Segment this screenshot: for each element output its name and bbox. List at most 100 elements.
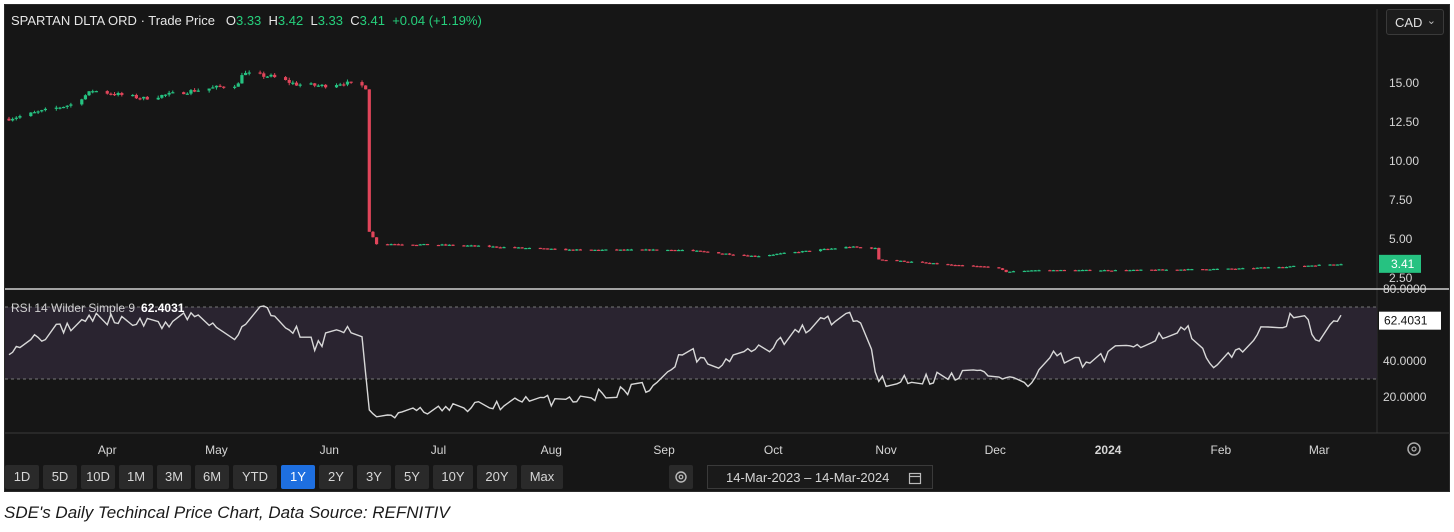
price-candle (1175, 269, 1179, 271)
price-tick-label: 7.50 (1389, 193, 1413, 207)
price-candle (371, 231, 375, 238)
price-candle (1128, 269, 1132, 272)
price-candle (1110, 270, 1114, 272)
price-candle (1106, 269, 1110, 272)
price-candle (924, 261, 928, 264)
price-candle (243, 70, 248, 76)
price-candle (600, 249, 604, 251)
price-candle (1303, 265, 1307, 268)
range-button-20y[interactable]: 20Y (477, 465, 517, 489)
price-candle (749, 255, 754, 257)
price-candle (1262, 266, 1267, 269)
price-candle (58, 106, 62, 110)
legend-change: +0.04 (+1.19%) (392, 13, 482, 28)
price-candle (189, 88, 193, 96)
range-button-max[interactable]: Max (521, 465, 563, 489)
price-candle (1241, 267, 1245, 270)
price-candle (935, 262, 939, 265)
price-candle (61, 106, 66, 109)
price-candle (1153, 269, 1157, 271)
range-button-1m[interactable]: 1M (119, 465, 153, 489)
price-candle (393, 243, 397, 246)
price-tick-label: 5.00 (1389, 232, 1413, 246)
settings-gear-icon[interactable] (1407, 442, 1421, 456)
price-candle (145, 95, 149, 100)
price-candle (233, 84, 237, 90)
price-candle (298, 83, 302, 88)
price-candle (593, 249, 597, 252)
price-candle (418, 243, 422, 246)
x-tick-label: Jun (320, 443, 339, 457)
price-candle (451, 244, 455, 246)
price-candle (14, 116, 18, 121)
price-candle (160, 94, 164, 99)
date-range-picker[interactable]: 14-Mar-2023 – 14-Mar-2024 (707, 465, 933, 489)
legend-price-type: Trade Price (148, 13, 216, 28)
rsi-tick-label: 20.0000 (1383, 390, 1427, 404)
legend-close-value: 3.41 (359, 13, 385, 28)
price-candle (1084, 269, 1088, 272)
x-tick-label: Nov (875, 443, 896, 457)
price-candle (313, 82, 317, 88)
price-candle (269, 73, 273, 78)
price-candle (1081, 269, 1085, 272)
price-candle (949, 264, 954, 266)
range-button-2y[interactable]: 2Y (319, 465, 353, 489)
price-candle (520, 247, 524, 249)
price-candle (112, 92, 117, 97)
range-button-3m[interactable]: 3M (157, 465, 191, 489)
price-candle (29, 112, 33, 117)
price-candle (400, 243, 404, 246)
price-candle (1102, 269, 1107, 272)
price-candle (367, 89, 371, 232)
price-candle (829, 248, 834, 250)
price-candle (677, 249, 681, 252)
price-candle (440, 243, 444, 246)
price-candle (731, 254, 735, 256)
range-button-10y[interactable]: 10Y (433, 465, 473, 489)
price-candle (604, 249, 608, 251)
price-candle (826, 248, 830, 251)
price-candle (717, 252, 721, 254)
chevron-down-icon: ⌄ (1426, 15, 1436, 27)
price-candle (877, 247, 881, 260)
x-tick-label: Feb (1211, 443, 1232, 457)
price-candle (629, 248, 633, 251)
range-button-10d[interactable]: 10D (81, 465, 115, 489)
price-candle (808, 250, 812, 252)
range-button-5y[interactable]: 5Y (395, 465, 429, 489)
price-candle (906, 261, 910, 263)
currency-select[interactable]: CAD ⌄ (1386, 9, 1444, 35)
price-candle (1288, 265, 1292, 268)
range-button-ytd[interactable]: YTD (233, 465, 277, 489)
legend-high-value: 3.42 (277, 13, 304, 28)
price-candle (1139, 269, 1143, 271)
rsi-last-tag (1379, 311, 1441, 330)
price-candle (109, 92, 113, 96)
rsi-tick-label: 80.0000 (1383, 282, 1427, 296)
range-button-5d[interactable]: 5D (43, 465, 77, 489)
rsi-label: RSI 14 Wilder Simple 9 (11, 301, 136, 315)
date-separator: – (804, 470, 812, 485)
price-candle (462, 244, 466, 247)
range-button-3y[interactable]: 3Y (357, 465, 391, 489)
price-candle (1335, 264, 1339, 266)
price-candle (844, 246, 848, 249)
price-candle (185, 92, 189, 95)
price-candle (1277, 266, 1281, 269)
price-candle (895, 259, 899, 262)
price-candle (698, 250, 703, 252)
price-candle (40, 109, 44, 113)
range-button-6m[interactable]: 6M (195, 465, 229, 489)
price-candle (1073, 269, 1077, 272)
price-candle (473, 245, 477, 247)
range-button-1y[interactable]: 1Y (281, 465, 315, 489)
range-settings-button[interactable] (669, 465, 693, 489)
rsi-last-label: 62.4031 (1384, 314, 1428, 328)
range-button-1d[interactable]: 1D (5, 465, 39, 489)
price-candle (720, 253, 724, 255)
price-candle (1328, 264, 1332, 266)
price-candle (873, 247, 877, 250)
price-candle (258, 70, 262, 75)
